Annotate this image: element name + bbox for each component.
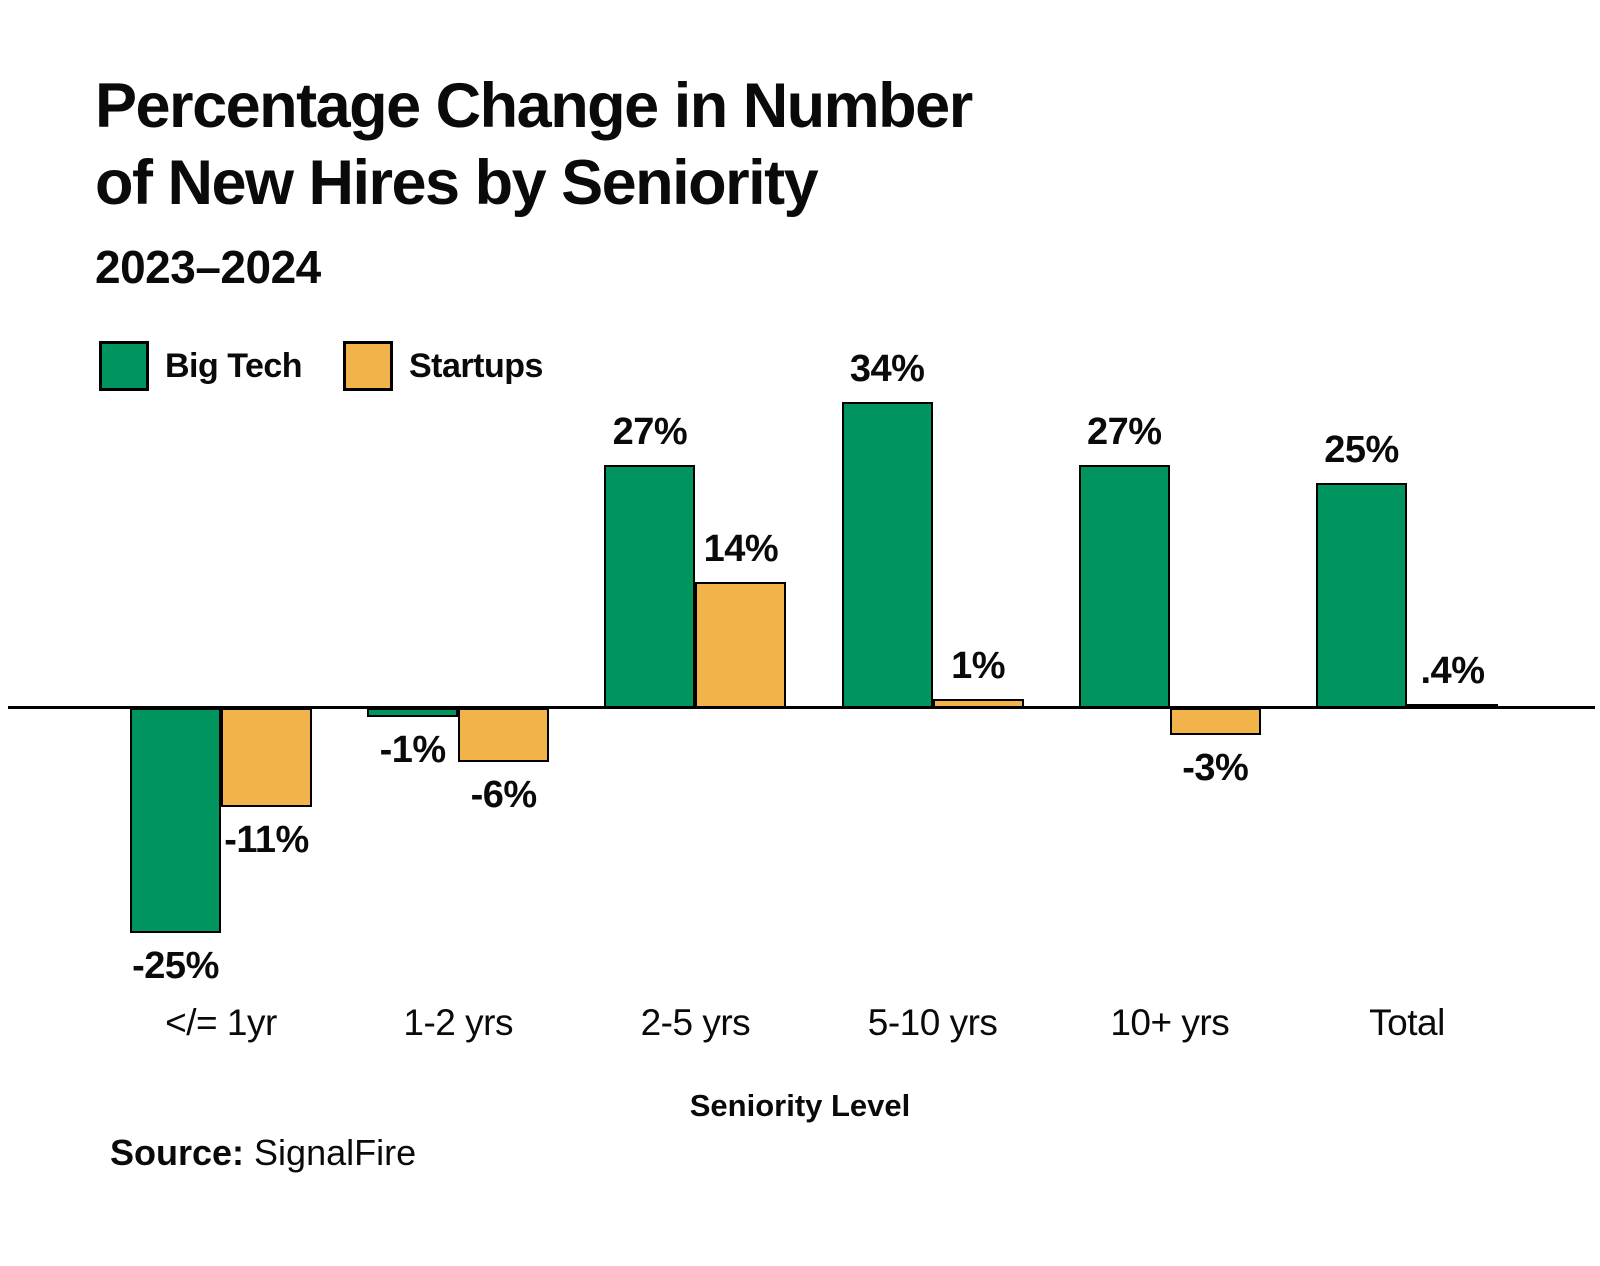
value-label: 25% [1324,429,1399,471]
value-label: -3% [1182,747,1249,789]
value-label: -1% [379,729,447,771]
chart-title-line-2: of New Hires by Seniority [95,148,819,218]
title-block: Percentage Change in Number of New Hires… [95,68,973,294]
bar-startups [458,708,550,762]
value-label: 27% [612,411,688,453]
x-axis-label: 2-5 yrs [640,1002,751,1043]
value-label: -6% [470,774,538,816]
value-label: .4% [1420,650,1485,692]
bar-startups [695,582,787,708]
bar-big-tech [841,402,933,708]
bar-big-tech [1078,465,1170,708]
bar-startups [1169,708,1261,735]
x-axis-label: 10+ yrs [1110,1002,1230,1043]
x-axis-label: Total [1369,1002,1445,1043]
zero-axis-line [8,706,1595,709]
legend-item-big-tech: Big Tech [99,341,303,391]
value-label: 14% [703,528,779,570]
source-label: Source: [110,1132,245,1173]
value-label: 1% [951,645,1006,687]
legend-label-big-tech: Big Tech [165,346,303,385]
legend-swatch-startups [343,341,393,391]
x-axis-label: 5-10 yrs [867,1002,998,1043]
value-label: 34% [849,348,925,390]
x-axis-label: </= 1yr [165,1002,277,1043]
x-axis-label: 1-2 yrs [403,1002,513,1043]
legend-item-startups: Startups [343,341,543,391]
value-label: -11% [224,819,309,861]
value-label: 27% [1087,411,1162,453]
source-note: Source: SignalFire [110,1132,416,1174]
bar-big-tech [604,465,696,708]
bar-big-tech [367,708,459,717]
bar-startups [221,708,312,807]
chart-subtitle: 2023–2024 [95,241,321,293]
legend-swatch-big-tech [99,341,149,391]
value-label: -25% [132,945,219,987]
legend-label-startups: Startups [409,346,543,385]
source-company: SignalFire [254,1132,417,1173]
chart-title-line-1: Percentage Change in Number [95,71,973,141]
x-axis-title: Seniority Level [689,1088,911,1123]
bar-big-tech [130,708,221,933]
bar-big-tech [1316,483,1407,708]
bar-startups [1407,704,1498,708]
bar-startups [932,699,1024,708]
